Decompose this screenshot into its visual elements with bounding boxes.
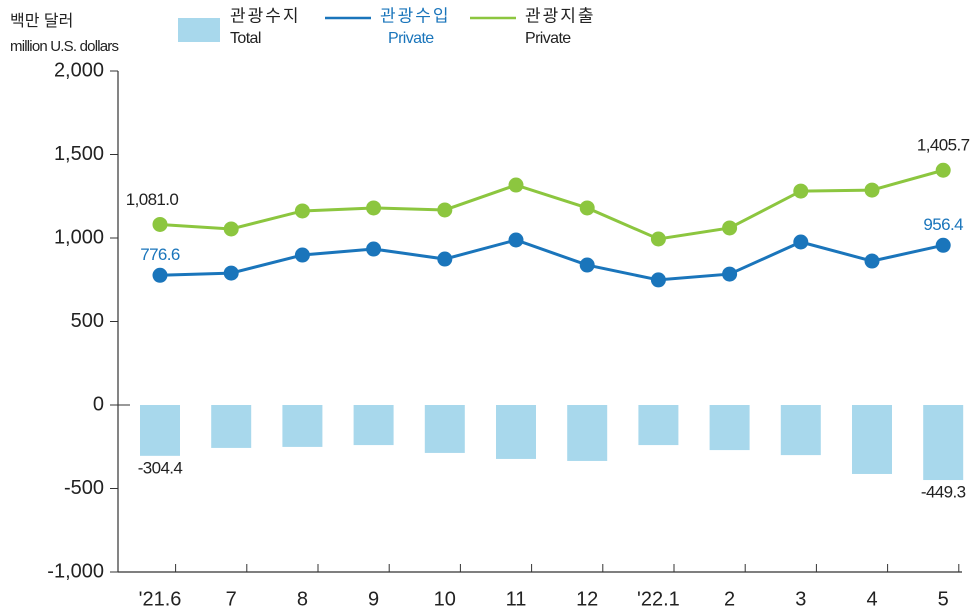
y-axis-label: 백만 달러: [10, 12, 73, 30]
bar: [852, 405, 892, 474]
y-tick-label: 500: [71, 310, 104, 332]
marker: [223, 221, 239, 237]
y-tick-label: 0: [93, 393, 104, 415]
legend-label: 관광지출: [525, 6, 596, 25]
legend-sublabel: Total: [230, 30, 261, 47]
x-tick-label: '21.6: [139, 588, 182, 610]
x-tick-label: 12: [576, 588, 598, 610]
marker: [935, 162, 951, 178]
y-tick-label: 1,500: [54, 143, 104, 165]
x-tick-label: '22.1: [637, 588, 680, 610]
marker: [294, 203, 310, 219]
marker: [722, 220, 738, 236]
value-label: 776.6: [140, 245, 180, 264]
marker: [223, 265, 239, 281]
line: [159, 168, 944, 241]
y-tick-label: 2,000: [54, 59, 104, 81]
legend-label: 관광수지: [230, 6, 301, 25]
bar: [140, 405, 180, 456]
marker: [508, 232, 524, 248]
bar: [567, 405, 608, 461]
marker: [579, 257, 595, 273]
legend-sublabel: Private: [388, 30, 434, 47]
x-tick-label: 2: [724, 588, 735, 610]
bar: [424, 405, 465, 453]
value-label: -304.4: [138, 458, 183, 477]
x-tick-label: 3: [795, 588, 806, 610]
marker: [650, 272, 666, 288]
bar: [923, 405, 964, 481]
marker: [793, 183, 809, 199]
bar: [211, 405, 252, 448]
marker: [935, 237, 951, 253]
marker: [793, 234, 809, 250]
marker: [437, 202, 453, 218]
x-tick-label: 8: [297, 588, 308, 610]
marker: [437, 251, 453, 267]
value-label: -449.3: [921, 482, 966, 501]
y-axis-label-en: million U.S. dollars: [10, 38, 119, 55]
marker: [366, 200, 382, 216]
marker: [152, 216, 168, 232]
marker: [864, 182, 880, 198]
y-tick-label: -500: [64, 477, 104, 499]
y-tick-label: 1,000: [54, 226, 104, 248]
x-tick-label: 5: [938, 588, 949, 610]
bar: [496, 405, 536, 459]
x-tick-label: 4: [866, 588, 877, 610]
bar: [709, 405, 750, 451]
marker: [508, 177, 524, 193]
bar: [638, 405, 679, 446]
marker: [722, 266, 738, 282]
marker: [650, 231, 666, 247]
y-tick-label: -1,000: [47, 560, 104, 582]
bar: [353, 405, 394, 446]
x-tick-label: 10: [434, 588, 456, 610]
x-tick-label: 9: [368, 588, 379, 610]
x-tick-label: 11: [506, 588, 527, 610]
value-label: 956.4: [923, 215, 963, 234]
marker: [294, 247, 310, 263]
marker: [366, 241, 382, 257]
legend-label: 관광수입: [380, 6, 451, 25]
marker: [152, 267, 168, 283]
legend-sublabel: Private: [525, 30, 571, 47]
legend-swatch: [178, 18, 220, 42]
bar: [780, 405, 821, 456]
bar: [282, 405, 323, 447]
marker: [579, 200, 595, 216]
value-label: 1,405.7: [917, 136, 970, 155]
value-label: 1,081.0: [126, 190, 179, 209]
marker: [864, 253, 880, 269]
line: [159, 238, 944, 282]
x-tick-label: 7: [226, 588, 237, 610]
